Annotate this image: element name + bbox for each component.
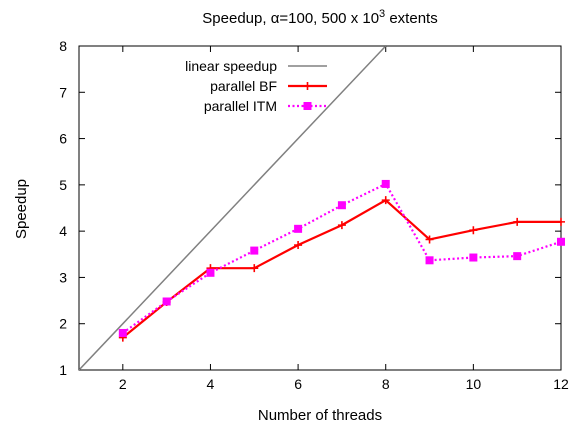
chart-title: Speedup, α=100, 500 x 103 extents [202, 8, 437, 27]
x-tick-label: 10 [466, 376, 482, 392]
legend-marker [303, 82, 312, 90]
data-point [206, 268, 215, 277]
data-point [557, 237, 565, 246]
chart-title-alpha: α [271, 10, 280, 27]
legend-label: parallel BF [210, 78, 277, 94]
plot-frame [78, 45, 562, 371]
data-point [337, 201, 346, 210]
y-tick-label: 5 [59, 177, 67, 193]
y-tick-label: 4 [59, 223, 67, 239]
data-point [162, 297, 171, 306]
y-tick-label: 7 [59, 84, 67, 100]
series-line [79, 46, 387, 370]
data-point [337, 221, 346, 230]
data-point [294, 241, 303, 250]
data-point [118, 328, 127, 337]
chart-title-suffix: extents [385, 10, 438, 27]
data-point [381, 196, 390, 205]
chart-title-prefix: Speedup, [202, 10, 270, 27]
y-axis-label: Speedup [13, 179, 30, 239]
data-point [513, 252, 522, 261]
chart-title-main: =100, 500 x 10 [279, 10, 379, 27]
x-tick-label: 4 [207, 376, 215, 392]
y-tick-label: 2 [59, 316, 67, 332]
x-tick-label: 12 [553, 376, 569, 392]
data-point [250, 246, 259, 255]
legend: linear speedup parallel BF parallel ITM [185, 58, 327, 114]
y-tick-label: 1 [59, 362, 67, 378]
chart-title-superscript: 3 [379, 8, 385, 20]
data-point [469, 253, 478, 262]
data-point [294, 224, 303, 233]
data-point [425, 256, 434, 265]
y-tick-label: 3 [59, 269, 67, 285]
x-tick-label: 6 [294, 376, 302, 392]
data-point [557, 217, 565, 226]
x-axis-label: Number of threads [258, 407, 382, 424]
data-point [513, 217, 522, 226]
x-tick-label: 2 [119, 376, 127, 392]
legend-label: linear speedup [185, 58, 277, 74]
data-point [381, 179, 390, 188]
series-line [122, 199, 561, 339]
legend-label: parallel ITM [204, 98, 277, 114]
series-parallel-BF [122, 199, 561, 339]
series-linear-speedup [79, 46, 387, 370]
x-tick-label: 8 [382, 376, 390, 392]
data-point [250, 264, 259, 273]
y-tick-label: 8 [59, 38, 67, 54]
data-point [425, 235, 434, 244]
y-tick-label: 6 [59, 131, 67, 147]
data-point [469, 226, 478, 235]
legend-marker [303, 102, 312, 110]
